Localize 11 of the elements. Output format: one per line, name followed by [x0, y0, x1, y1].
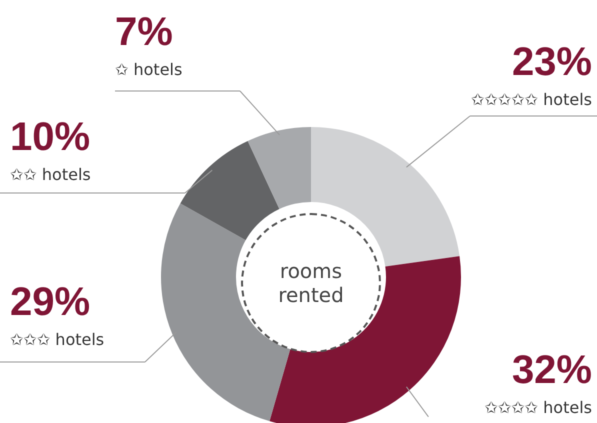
slice-label: ✩ hotels	[115, 60, 182, 79]
slice-label: ✩✩ hotels	[10, 165, 91, 184]
data-label: 32%	[512, 348, 592, 392]
data-label: 10%	[10, 115, 90, 159]
slice-label: ✩✩✩✩✩ hotels	[471, 90, 592, 109]
data-label: 29%	[10, 280, 90, 324]
slice-label: ✩✩✩ hotels	[10, 330, 104, 349]
text: rooms rented	[277, 259, 345, 307]
data-label: 7%	[115, 10, 173, 54]
slice-label: ✩✩✩✩ hotels	[484, 398, 592, 417]
data-label: 23%	[512, 40, 592, 84]
